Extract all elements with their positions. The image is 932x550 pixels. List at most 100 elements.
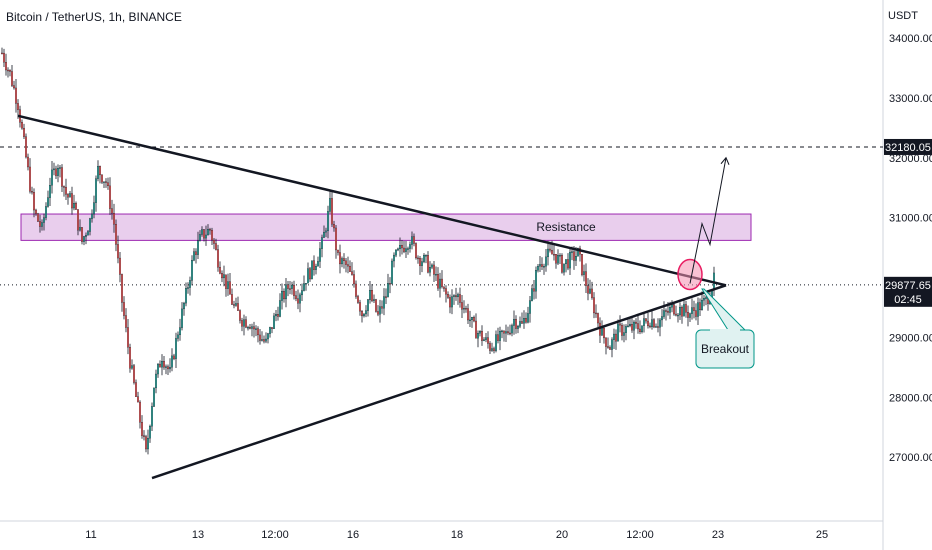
candle-body[interactable] <box>257 328 259 336</box>
candle-body[interactable] <box>377 311 379 315</box>
candle-body[interactable] <box>267 333 269 340</box>
candle-body[interactable] <box>109 185 111 209</box>
candle-body[interactable] <box>541 264 543 267</box>
candle-body[interactable] <box>165 366 167 368</box>
candle-body[interactable] <box>101 174 103 183</box>
candle-body[interactable] <box>625 326 627 333</box>
candle-body[interactable] <box>307 268 309 284</box>
candle-body[interactable] <box>649 325 651 328</box>
candle-body[interactable] <box>655 326 657 328</box>
candle-body[interactable] <box>107 182 109 187</box>
candle-body[interactable] <box>195 251 197 255</box>
candle-body[interactable] <box>121 274 123 303</box>
candle-body[interactable] <box>695 310 697 317</box>
candle-body[interactable] <box>147 438 149 450</box>
candle-body[interactable] <box>27 156 29 168</box>
candle-body[interactable] <box>607 346 609 348</box>
candle-body[interactable] <box>279 300 281 317</box>
candle-body[interactable] <box>675 313 677 316</box>
candle-body[interactable] <box>547 248 549 258</box>
candle-body[interactable] <box>23 127 25 137</box>
candle-body[interactable] <box>605 337 607 347</box>
candle-body[interactable] <box>525 318 527 323</box>
candle-body[interactable] <box>539 264 541 267</box>
candle-body[interactable] <box>647 320 649 327</box>
candle-body[interactable] <box>345 260 347 265</box>
candle-body[interactable] <box>465 308 467 310</box>
candle-body[interactable] <box>139 401 141 423</box>
candle-body[interactable] <box>569 251 571 269</box>
candle-body[interactable] <box>469 319 471 322</box>
candle-body[interactable] <box>485 337 487 340</box>
candle-body[interactable] <box>37 213 39 222</box>
candle-body[interactable] <box>241 320 243 327</box>
candle-body[interactable] <box>381 306 383 309</box>
candle-body[interactable] <box>477 333 479 339</box>
candle-body[interactable] <box>83 236 85 242</box>
candle-body[interactable] <box>75 203 77 210</box>
candle-body[interactable] <box>273 315 275 329</box>
candle-body[interactable] <box>435 273 437 276</box>
candle-body[interactable] <box>567 259 569 269</box>
candle-body[interactable] <box>403 247 405 252</box>
candle-body[interactable] <box>207 229 209 236</box>
candle-body[interactable] <box>495 334 497 351</box>
candle-body[interactable] <box>633 321 635 331</box>
candle-body[interactable] <box>615 333 617 342</box>
descending-trendline[interactable] <box>17 114 727 287</box>
candle-body[interactable] <box>385 296 387 298</box>
candle-body[interactable] <box>45 206 47 218</box>
candle-body[interactable] <box>283 291 285 300</box>
candle-body[interactable] <box>25 136 27 158</box>
candle-body[interactable] <box>21 122 23 129</box>
candle-body[interactable] <box>701 299 703 311</box>
candle-body[interactable] <box>309 268 311 280</box>
candle-body[interactable] <box>531 288 533 301</box>
candle-body[interactable] <box>61 167 63 187</box>
candle-body[interactable] <box>427 255 429 273</box>
candle-body[interactable] <box>421 261 423 266</box>
candle-body[interactable] <box>369 290 371 300</box>
candle-body[interactable] <box>575 256 577 261</box>
candle-body[interactable] <box>117 244 119 259</box>
candle-body[interactable] <box>99 166 101 176</box>
candle-body[interactable] <box>243 319 245 327</box>
candle-body[interactable] <box>681 306 683 317</box>
candle-body[interactable] <box>409 244 411 249</box>
candle-body[interactable] <box>197 240 199 255</box>
time-axis-ticks[interactable]: 11 13 12:00 16 18 20 12:00 23 25 <box>85 529 828 541</box>
candle-body[interactable] <box>359 302 361 312</box>
candle-body[interactable] <box>611 339 613 350</box>
candle-body[interactable] <box>577 247 579 257</box>
candle-body[interactable] <box>89 218 91 232</box>
candle-body[interactable] <box>169 367 171 370</box>
candle-body[interactable] <box>127 327 129 348</box>
candle-body[interactable] <box>261 339 263 341</box>
candle-body[interactable] <box>77 209 79 231</box>
candle-body[interactable] <box>685 304 687 313</box>
candle-body[interactable] <box>325 230 327 233</box>
candle-body[interactable] <box>669 307 671 313</box>
projection-path[interactable] <box>689 157 727 284</box>
candle-body[interactable] <box>703 298 705 301</box>
candle-body[interactable] <box>601 327 603 336</box>
candle-body[interactable] <box>191 260 193 281</box>
candle-body[interactable] <box>185 288 187 304</box>
candle-body[interactable] <box>417 257 419 260</box>
candle-body[interactable] <box>297 298 299 304</box>
candle-body[interactable] <box>171 355 173 368</box>
candle-body[interactable] <box>225 274 227 289</box>
candle-body[interactable] <box>641 325 643 333</box>
candle-body[interactable] <box>255 328 257 330</box>
candle-body[interactable] <box>445 288 447 295</box>
candle-body[interactable] <box>463 308 465 310</box>
candle-body[interactable] <box>643 318 645 326</box>
candle-body[interactable] <box>671 304 673 308</box>
candle-body[interactable] <box>47 197 49 207</box>
candle-body[interactable] <box>657 326 659 328</box>
candle-body[interactable] <box>563 263 565 273</box>
candle-body[interactable] <box>667 310 669 313</box>
candle-body[interactable] <box>95 178 97 203</box>
candle-body[interactable] <box>81 227 83 242</box>
candle-body[interactable] <box>511 325 513 334</box>
